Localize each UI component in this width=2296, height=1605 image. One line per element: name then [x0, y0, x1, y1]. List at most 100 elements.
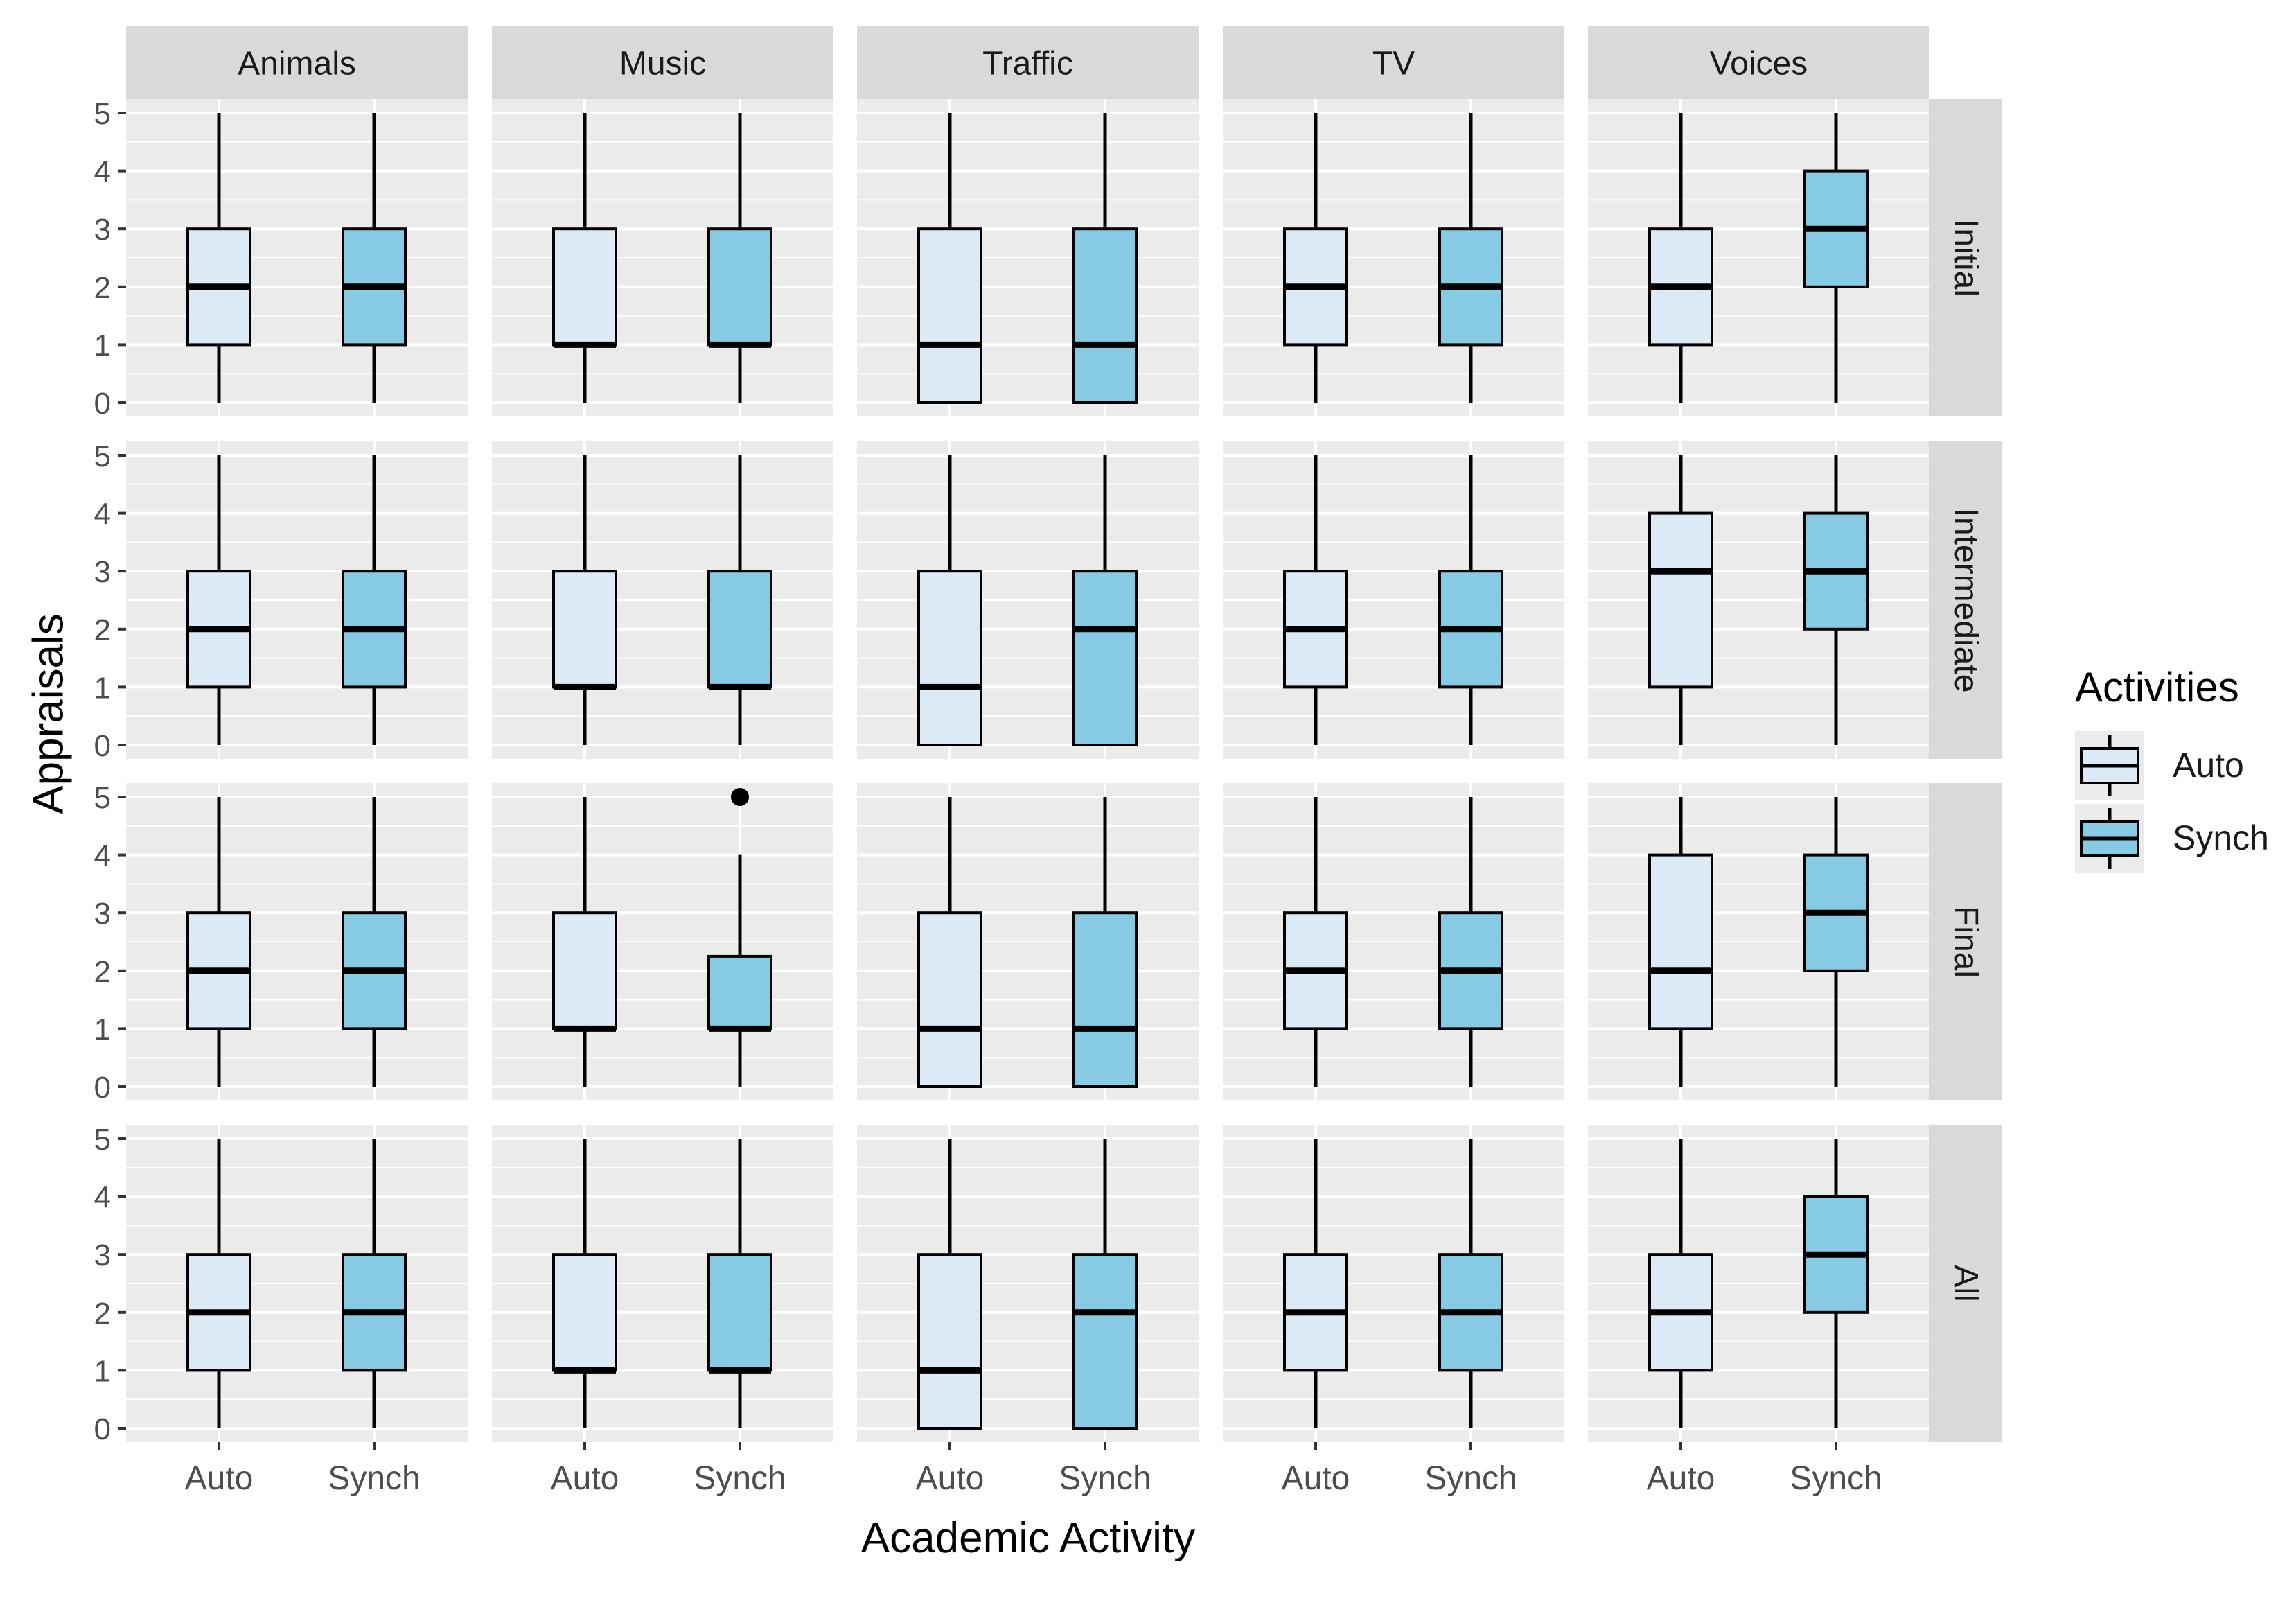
- row-strip-all: [1929, 1125, 2002, 1442]
- facet-strip-label-traffic: Traffic: [982, 46, 1073, 82]
- x-tick-label: Auto: [916, 1460, 984, 1497]
- facet-strip-tv: [1223, 26, 1564, 99]
- x-axis-title: Academic Activity: [861, 1514, 1195, 1562]
- row-strip-label-all: All: [1948, 1265, 1984, 1301]
- facet-strip-animals: [126, 26, 468, 99]
- x-tick-label: Auto: [185, 1460, 254, 1497]
- box-synch: [1072, 1253, 1138, 1430]
- row-strip-final: [1929, 783, 2002, 1100]
- y-tick-label: 2: [94, 955, 111, 989]
- y-tick-label: 2: [94, 1297, 111, 1331]
- panel-final-voices: [1588, 783, 1929, 1100]
- y-tick-label: 5: [94, 97, 111, 131]
- box-auto: [552, 570, 617, 689]
- y-tick-label: 3: [94, 897, 111, 931]
- panel-all-traffic: [857, 1125, 1199, 1442]
- legend-key-synch: [2075, 804, 2144, 873]
- panel-final-animals: [126, 783, 468, 1100]
- y-tick-label: 0: [94, 729, 111, 763]
- facet-strip-label-animals: Animals: [238, 46, 356, 82]
- row-strip-label-intermediate: Intermediate: [1948, 508, 1984, 693]
- panel-initial-voices: [1588, 99, 1929, 416]
- legend-label-synch: Synch: [2173, 818, 2269, 857]
- box-auto: [917, 1253, 982, 1430]
- panel-all-animals: [126, 1125, 468, 1442]
- x-tick-label: Auto: [1282, 1460, 1350, 1497]
- y-tick-label: 0: [94, 1071, 111, 1105]
- panel-initial-tv: [1223, 99, 1564, 416]
- box-synch: [707, 954, 772, 1030]
- y-tick-label: 2: [94, 613, 111, 647]
- box-auto: [1648, 853, 1713, 1030]
- y-tick-label: 1: [94, 1012, 111, 1046]
- box-synch: [707, 227, 772, 347]
- row-strip-intermediate: [1929, 441, 2002, 759]
- panel-all-music: [492, 1125, 833, 1442]
- panel-intermediate-voices: [1588, 441, 1929, 759]
- y-tick-label: 3: [94, 213, 111, 247]
- panel-initial-animals: [126, 99, 468, 416]
- panel-intermediate-animals: [126, 441, 468, 759]
- panel-intermediate-tv: [1223, 441, 1564, 759]
- x-tick-label: Synch: [328, 1460, 420, 1497]
- panel-initial-traffic: [857, 99, 1199, 416]
- y-tick-label: 1: [94, 1354, 111, 1388]
- panel-initial-music: [492, 99, 833, 416]
- y-tick-label: 1: [94, 328, 111, 362]
- facet-strip-music: [492, 26, 833, 99]
- x-tick-label: Synch: [1424, 1460, 1517, 1497]
- box-synch: [1072, 570, 1138, 746]
- box-auto: [917, 570, 982, 746]
- facet-strip-label-voices: Voices: [1710, 46, 1808, 82]
- box-synch: [1072, 227, 1138, 404]
- row-strip-label-final: Final: [1948, 906, 1984, 978]
- y-tick-label: 5: [94, 1123, 111, 1157]
- y-tick-label: 0: [94, 1412, 111, 1446]
- y-tick-label: 4: [94, 155, 111, 189]
- panel-all-voices: [1588, 1125, 1929, 1442]
- legend-key-auto: [2075, 731, 2144, 800]
- box-synch: [707, 570, 772, 689]
- panel-final-music: [492, 783, 833, 1100]
- facet-strip-label-music: Music: [619, 46, 706, 82]
- box-auto: [552, 1253, 617, 1372]
- y-tick-label: 0: [94, 387, 111, 421]
- panel-all-tv: [1223, 1125, 1564, 1442]
- x-tick-label: Auto: [551, 1460, 619, 1497]
- panel-final-traffic: [857, 783, 1199, 1100]
- x-tick-label: Synch: [1790, 1460, 1882, 1497]
- y-tick-label: 2: [94, 271, 111, 305]
- y-tick-label: 3: [94, 1238, 111, 1272]
- box-auto: [552, 227, 617, 347]
- panel-intermediate-traffic: [857, 441, 1199, 759]
- y-tick-label: 4: [94, 839, 111, 873]
- facet-strip-traffic: [857, 26, 1199, 99]
- row-strip-label-initial: Initial: [1948, 219, 1984, 297]
- box-synch: [1072, 911, 1138, 1088]
- box-auto: [1648, 511, 1713, 689]
- panel-final-tv: [1223, 783, 1564, 1100]
- y-tick-label: 4: [94, 498, 111, 532]
- y-tick-label: 5: [94, 439, 111, 473]
- box-synch: [707, 1253, 772, 1372]
- legend-label-auto: Auto: [2173, 746, 2244, 784]
- box-auto: [552, 911, 617, 1030]
- panel-intermediate-music: [492, 441, 833, 759]
- x-tick-label: Synch: [1059, 1460, 1151, 1497]
- legend-title: Activities: [2075, 664, 2239, 710]
- y-tick-label: 3: [94, 555, 111, 589]
- x-tick-label: Auto: [1647, 1460, 1715, 1497]
- outlier-point-synch: [731, 788, 749, 806]
- y-axis-title: Appraisals: [25, 613, 73, 814]
- x-tick-label: Synch: [694, 1460, 786, 1497]
- box-auto: [917, 227, 982, 404]
- facet-strip-label-tv: TV: [1372, 46, 1415, 82]
- row-strip-initial: [1929, 99, 2002, 416]
- facet-strip-voices: [1588, 26, 1929, 99]
- y-tick-label: 4: [94, 1181, 111, 1215]
- box-auto: [917, 911, 982, 1088]
- y-tick-label: 1: [94, 671, 111, 705]
- legend: Activities Auto Synch: [2075, 664, 2269, 873]
